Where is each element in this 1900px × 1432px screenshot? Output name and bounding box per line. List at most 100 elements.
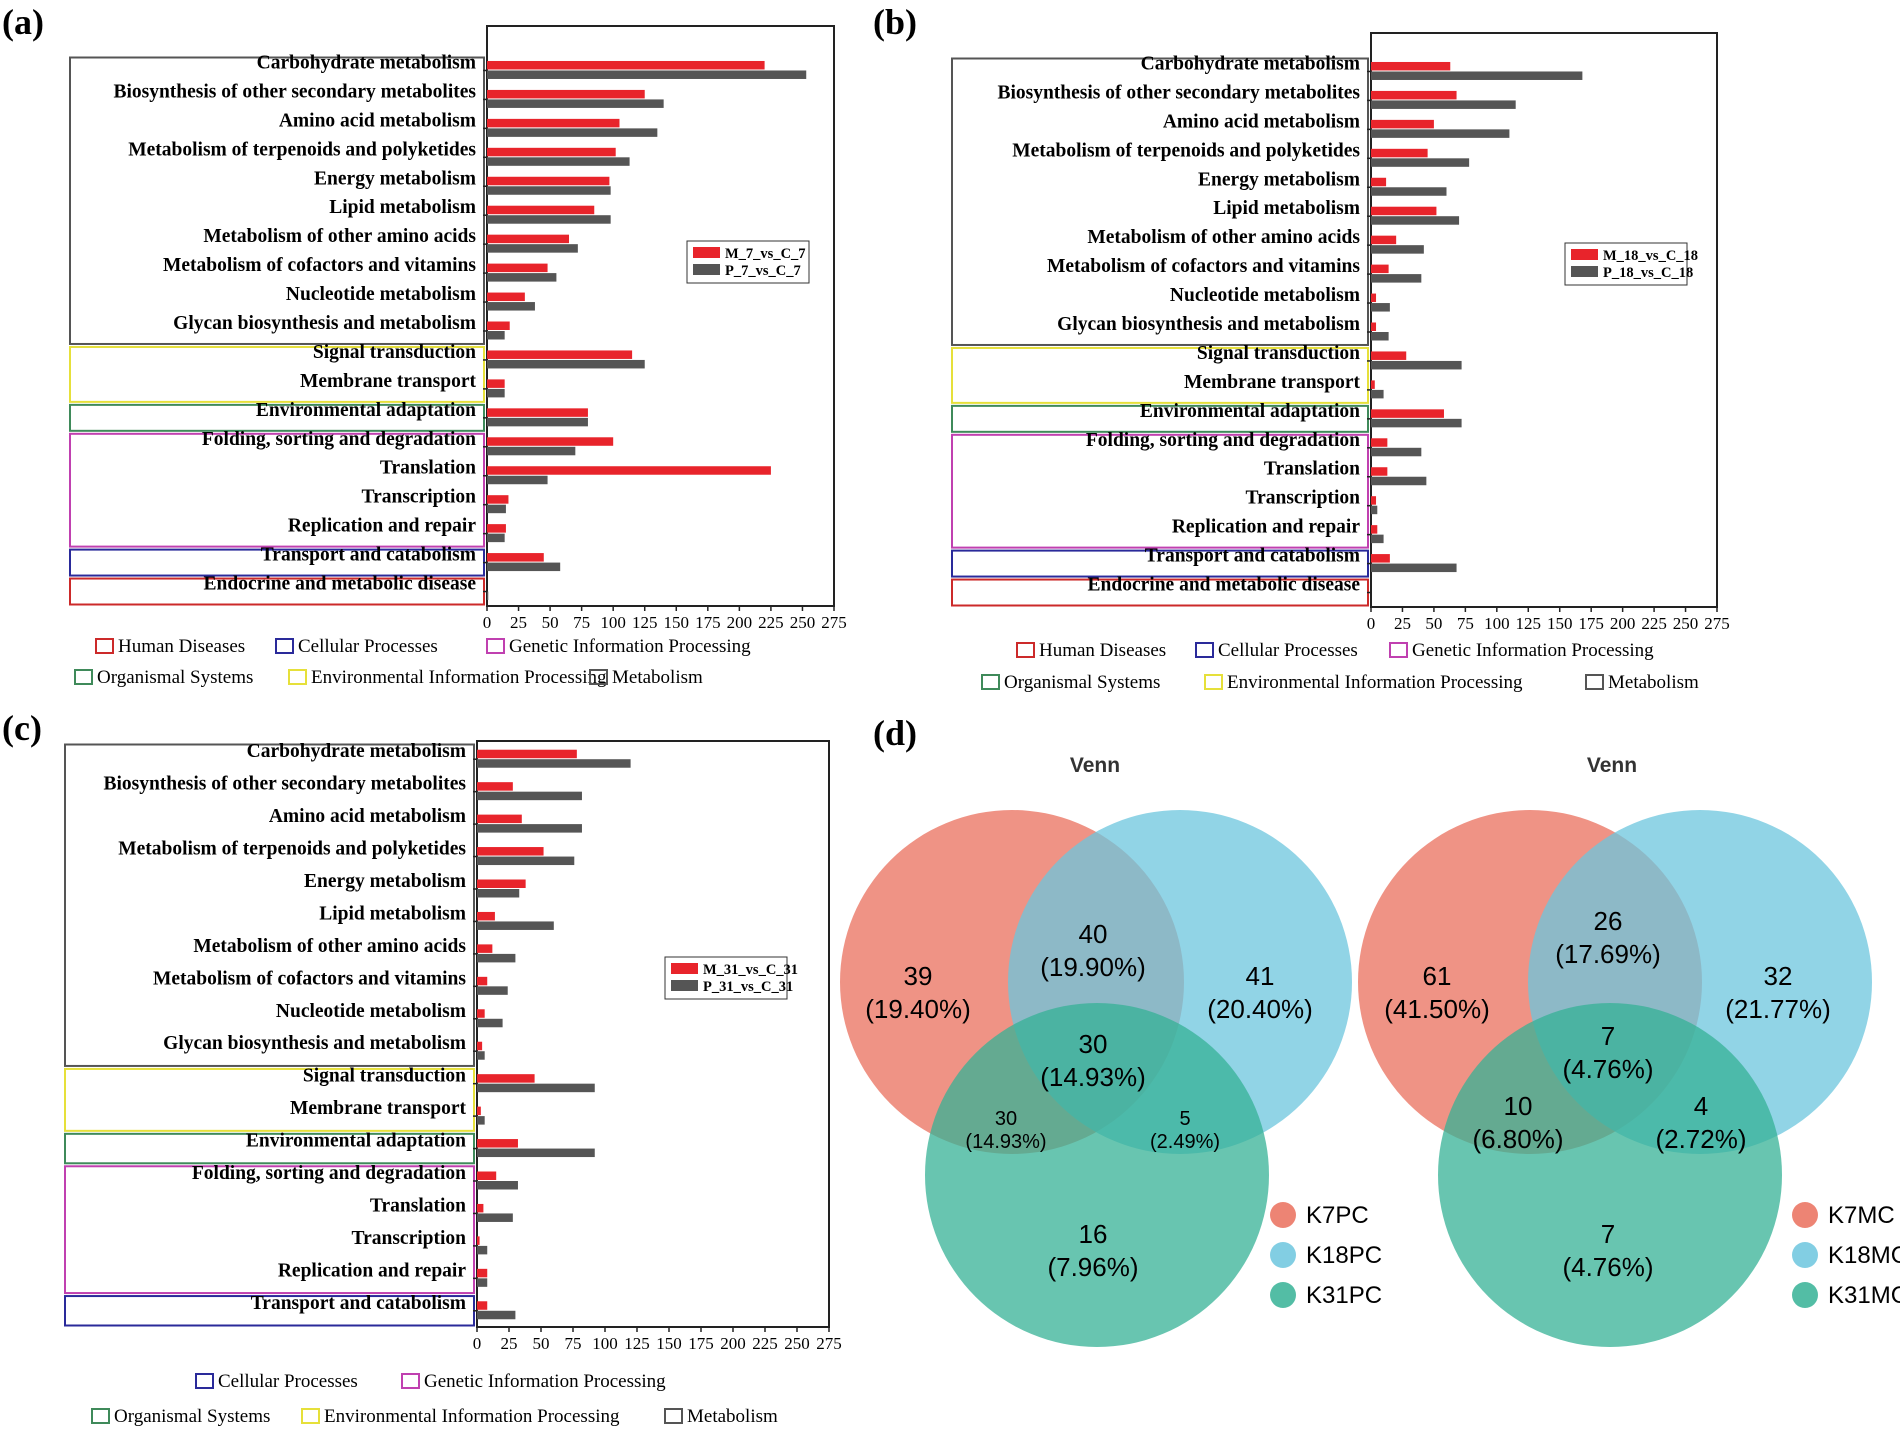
bar-red — [477, 1268, 488, 1278]
bottom-legend-swatch — [301, 1408, 320, 1424]
category-label: Metabolism of other amino acids — [203, 226, 476, 247]
x-tick-label: 50 — [542, 613, 559, 632]
category-group-box-0 — [69, 56, 485, 345]
bar-gray — [487, 359, 645, 369]
bottom-legend-label: Human Diseases — [1039, 640, 1166, 661]
bar-red — [1371, 438, 1388, 447]
bar-red — [477, 1301, 488, 1310]
venn-region-count: 16 — [1079, 1219, 1108, 1249]
x-tick-label: 225 — [758, 613, 784, 632]
category-label: Membrane transport — [290, 1098, 467, 1119]
category-label: Metabolism of terpenoids and polyketides — [118, 839, 466, 860]
bar-gray — [1371, 332, 1389, 341]
bar-gray — [1371, 274, 1422, 283]
x-tick-label: 50 — [533, 1334, 550, 1353]
bottom-legend-swatch — [275, 638, 294, 654]
x-tick-label: 125 — [624, 1334, 650, 1353]
bottom-legend-swatch — [589, 669, 608, 685]
x-tick-label: 225 — [752, 1334, 778, 1353]
x-tick-label: 100 — [592, 1334, 618, 1353]
category-label: Metabolism of terpenoids and polyketides — [1012, 140, 1360, 161]
legend-swatch — [671, 980, 698, 991]
bottom-legend-swatch — [1585, 674, 1604, 690]
bottom-legend-swatch — [1389, 642, 1408, 658]
bar-gray — [477, 889, 520, 898]
x-tick-label: 25 — [510, 613, 527, 632]
bar-gray — [1371, 100, 1516, 109]
bottom-legend-label: Cellular Processes — [218, 1371, 358, 1392]
category-label: Metabolism of other amino acids — [193, 936, 466, 957]
bar-chart-c: Carbohydrate metabolism Biosynthesis of o… — [64, 740, 842, 1427]
bar-gray — [477, 1278, 488, 1287]
legend-swatch — [693, 264, 720, 275]
bottom-legend-swatch — [981, 674, 1000, 690]
category-group-box-3 — [69, 432, 485, 548]
venn-region-count: 61 — [1423, 961, 1452, 991]
category-label: Folding, sorting and degradation — [1086, 430, 1360, 451]
bar-red — [487, 263, 548, 273]
venn-legend-swatch — [1792, 1202, 1818, 1228]
bar-gray — [1371, 158, 1470, 167]
category-label: Signal transduction — [303, 1066, 466, 1087]
legend-label: M_18_vs_C_18 — [1603, 248, 1698, 264]
bottom-legend-swatch — [74, 669, 93, 685]
bar-red — [477, 1106, 481, 1116]
bar-red — [477, 782, 513, 791]
bar-red — [477, 814, 522, 824]
category-label: Translation — [370, 1195, 466, 1216]
category-label: Amino acid metabolism — [279, 110, 476, 131]
bar-gray — [1371, 447, 1422, 457]
bar-red — [487, 466, 771, 475]
category-label: Membrane transport — [300, 371, 477, 392]
category-label: Environmental adaptation — [246, 1131, 466, 1152]
category-label: Signal transduction — [313, 342, 476, 363]
venn-region-percent: (17.69%) — [1555, 939, 1661, 969]
x-tick-label: 125 — [1516, 614, 1542, 633]
venn-region-percent: (14.93%) — [1040, 1062, 1146, 1092]
bar-red — [477, 976, 488, 986]
category-label: Nucleotide metabolism — [276, 1001, 466, 1022]
bar-red — [487, 553, 544, 562]
bar-gray — [477, 1181, 518, 1190]
venn-region-count: 30 — [1079, 1029, 1108, 1059]
bar-red — [1371, 380, 1375, 389]
bottom-legend-swatch — [486, 638, 505, 654]
venn-legend-label: K18PC — [1306, 1242, 1382, 1269]
bar-gray — [487, 504, 506, 514]
bar-red — [1371, 235, 1397, 245]
bar-gray — [1371, 563, 1457, 573]
bar-red — [487, 118, 620, 128]
x-tick-label: 275 — [1704, 614, 1730, 633]
legend-label: M_7_vs_C_7 — [725, 246, 806, 262]
bar-gray — [1371, 360, 1462, 370]
category-label: Metabolism of cofactors and vitamins — [153, 968, 466, 989]
venn-region-percent: (20.40%) — [1207, 994, 1313, 1024]
x-tick-label: 50 — [1425, 614, 1442, 633]
category-label: Carbohydrate metabolism — [1141, 53, 1360, 74]
venn-legend-label: K31PC — [1306, 1282, 1382, 1309]
category-group-box-1 — [69, 345, 485, 403]
x-tick-label: 200 — [1610, 614, 1636, 633]
bar-red — [1371, 264, 1389, 274]
venn-legend-label: K7MC — [1828, 1202, 1895, 1229]
bar-gray — [477, 953, 516, 963]
bar-gray — [487, 388, 505, 398]
bar-red — [1371, 467, 1388, 476]
bar-gray — [487, 157, 630, 166]
bar-red — [487, 292, 525, 302]
category-label: Metabolism of cofactors and vitamins — [163, 255, 476, 276]
bottom-legend-label: Metabolism — [612, 667, 703, 688]
category-label: Endocrine and metabolic disease — [1088, 575, 1361, 596]
category-label: Lipid metabolism — [329, 197, 476, 218]
category-label: Translation — [1264, 459, 1360, 480]
category-label: Energy metabolism — [304, 871, 466, 892]
x-tick-label: 175 — [1578, 614, 1604, 633]
bar-gray — [487, 591, 489, 601]
category-label: Transport and catabolism — [251, 1293, 466, 1314]
bottom-legend-swatch — [401, 1373, 420, 1389]
bar-gray — [477, 1083, 595, 1093]
category-group-box-3 — [951, 433, 1369, 549]
category-label: Transport and catabolism — [1145, 546, 1360, 567]
bar-gray — [477, 1245, 488, 1255]
venn-region-count: 5 — [1179, 1108, 1190, 1130]
